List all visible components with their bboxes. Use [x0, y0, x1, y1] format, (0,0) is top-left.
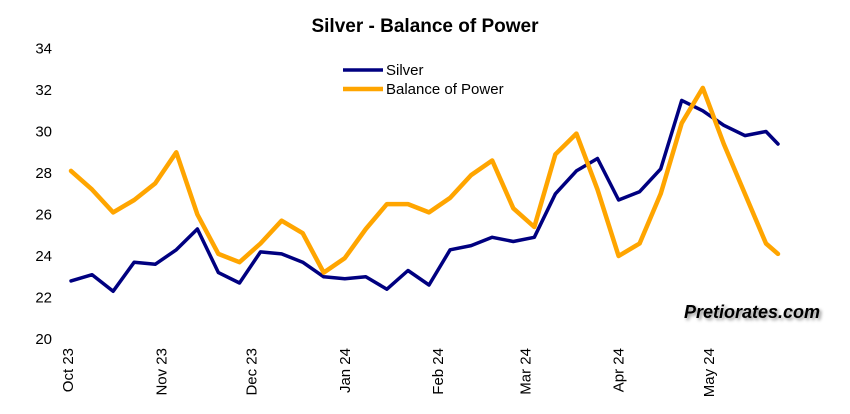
- y-tick-label: 32: [35, 82, 52, 99]
- x-tick-label: Mar 24: [517, 348, 534, 395]
- chart-title: Silver - Balance of Power: [311, 16, 539, 37]
- y-tick-label: 30: [35, 124, 52, 141]
- x-tick-label: Dec 23: [244, 348, 261, 396]
- y-tick-label: 24: [35, 248, 52, 265]
- y-tick-label: 26: [35, 207, 52, 224]
- x-tick-label: Apr 24: [611, 348, 628, 392]
- y-tick-label: 22: [35, 290, 52, 307]
- x-tick-label: Feb 24: [430, 348, 447, 395]
- series-line-balance-of-power: [68, 85, 781, 275]
- y-tick-label: 28: [35, 165, 52, 182]
- watermark: Pretiorates.com: [684, 302, 821, 322]
- x-tick-label: May 24: [701, 348, 718, 397]
- y-tick-label: 34: [35, 41, 52, 58]
- series-line-silver: [69, 98, 780, 294]
- y-tick-label: 20: [35, 331, 52, 348]
- x-tick-label: Oct 23: [60, 348, 77, 392]
- x-tick-label: Nov 23: [153, 348, 170, 396]
- x-tick-label: Jan 24: [337, 348, 354, 393]
- legend-label: Silver: [386, 62, 424, 79]
- legend-label: Balance of Power: [386, 81, 504, 98]
